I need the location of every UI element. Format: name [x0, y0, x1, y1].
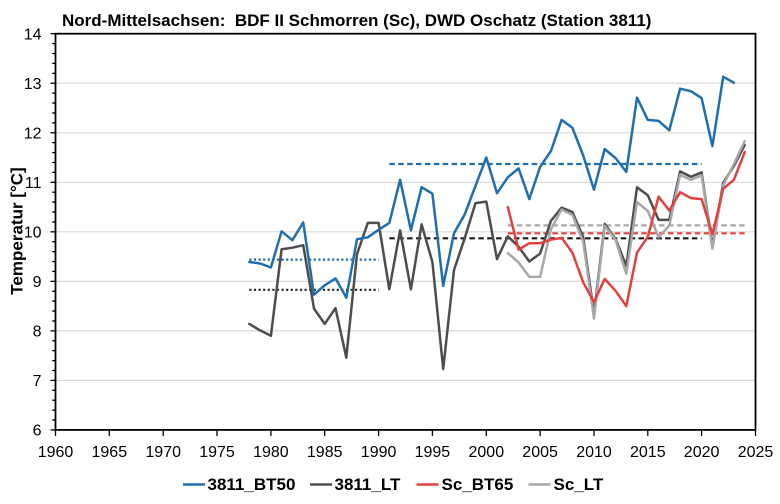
svg-text:1995: 1995: [415, 444, 451, 461]
svg-text:3811_LT: 3811_LT: [335, 475, 401, 494]
svg-text:1990: 1990: [361, 444, 397, 461]
svg-text:1965: 1965: [92, 444, 128, 461]
svg-text:Sc_BT65: Sc_BT65: [442, 475, 514, 494]
svg-text:1980: 1980: [253, 444, 289, 461]
svg-text:2010: 2010: [576, 444, 612, 461]
svg-text:11: 11: [25, 175, 42, 192]
svg-text:3811_BT50: 3811_BT50: [208, 475, 296, 494]
svg-text:1985: 1985: [307, 444, 343, 461]
svg-text:1975: 1975: [199, 444, 235, 461]
svg-text:2005: 2005: [522, 444, 558, 461]
svg-text:12: 12: [24, 126, 42, 143]
svg-text:2025: 2025: [738, 444, 774, 461]
svg-text:2015: 2015: [630, 444, 666, 461]
svg-text:9: 9: [33, 274, 42, 291]
svg-text:1970: 1970: [145, 444, 181, 461]
svg-text:2020: 2020: [684, 444, 720, 461]
svg-text:10: 10: [24, 225, 42, 242]
svg-text:Nord-Mittelsachsen: BDF II Sc: Nord-Mittelsachsen: BDF II Schmorren (Sc…: [62, 11, 651, 30]
svg-text:1960: 1960: [38, 444, 74, 461]
svg-text:2000: 2000: [469, 444, 505, 461]
svg-text:6: 6: [33, 423, 42, 440]
svg-text:7: 7: [33, 373, 42, 390]
svg-text:8: 8: [33, 324, 42, 341]
svg-text:13: 13: [24, 76, 42, 93]
svg-text:Sc_LT: Sc_LT: [554, 475, 604, 494]
svg-text:14: 14: [24, 26, 42, 43]
svg-text:Temperatur [°C]: Temperatur [°C]: [8, 167, 27, 294]
